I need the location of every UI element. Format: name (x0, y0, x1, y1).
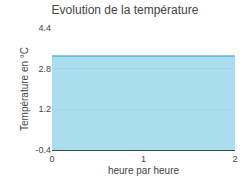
svg-text:Température en °C: Température en °C (19, 47, 30, 131)
svg-text:1.2: 1.2 (38, 104, 51, 114)
svg-text:2: 2 (232, 154, 237, 164)
svg-text:2.8: 2.8 (38, 64, 51, 74)
svg-text:heure par heure: heure par heure (108, 165, 180, 176)
svg-text:-0.4: -0.4 (35, 145, 51, 155)
svg-text:1: 1 (141, 154, 146, 164)
svg-text:4.4: 4.4 (38, 23, 51, 33)
svg-text:0: 0 (49, 154, 54, 164)
svg-text:Evolution de la température: Evolution de la température (52, 3, 199, 17)
